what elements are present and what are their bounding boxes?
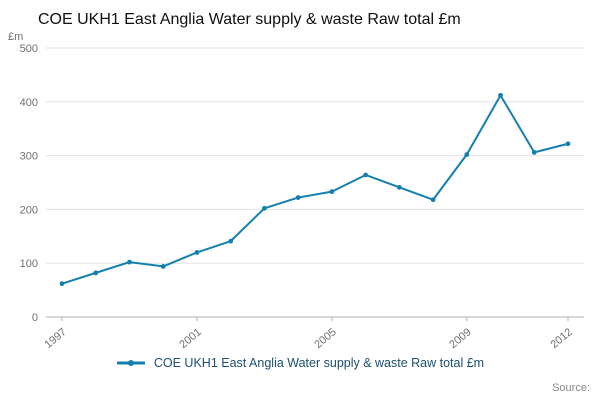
x-tick-label: 2012 <box>548 326 574 350</box>
y-axis-unit-label: £m <box>8 31 23 43</box>
data-point-marker <box>565 141 571 147</box>
y-tick-label: 400 <box>20 97 38 109</box>
y-tick-label: 300 <box>20 151 38 163</box>
data-point-marker <box>194 250 200 255</box>
line-chart-plot-area: £m 0 100 200 300 400 500 1997 2001 2005 2009 2012 <box>8 31 584 350</box>
data-point-marker <box>160 264 166 269</box>
data-point-marker <box>59 281 65 287</box>
legend: COE UKH1 East Anglia Water supply & wast… <box>0 356 600 370</box>
legend-label: COE UKH1 East Anglia Water supply & wast… <box>153 356 485 370</box>
data-point-marker <box>396 184 402 190</box>
data-point-marker <box>127 259 132 265</box>
data-point-marker <box>531 149 537 155</box>
x-tick-label: 2005 <box>312 326 338 350</box>
data-point-marker <box>498 92 503 98</box>
data-point-marker <box>295 195 301 200</box>
data-point-marker <box>464 152 470 157</box>
data-point-marker <box>329 189 335 195</box>
x-tick-label: 2001 <box>177 326 203 350</box>
data-point-marker <box>430 197 436 203</box>
legend-line-marker-icon <box>116 360 145 366</box>
y-tick-label: 500 <box>20 43 38 55</box>
y-tick-label: 100 <box>20 258 38 270</box>
x-tick-label: 2009 <box>447 326 473 350</box>
legend-dot <box>127 360 134 366</box>
source-label: Source: <box>552 382 590 394</box>
y-tick-label: 200 <box>20 204 38 216</box>
data-point-marker <box>363 172 368 178</box>
x-tick-label: 1997 <box>42 326 68 350</box>
data-point-marker <box>93 270 99 276</box>
series-line <box>61 94 569 285</box>
y-tick-label: 0 <box>32 312 38 324</box>
data-point-marker <box>228 238 234 244</box>
data-point-marker <box>262 205 267 211</box>
chart-title: COE UKH1 East Anglia Water supply & wast… <box>38 11 461 28</box>
